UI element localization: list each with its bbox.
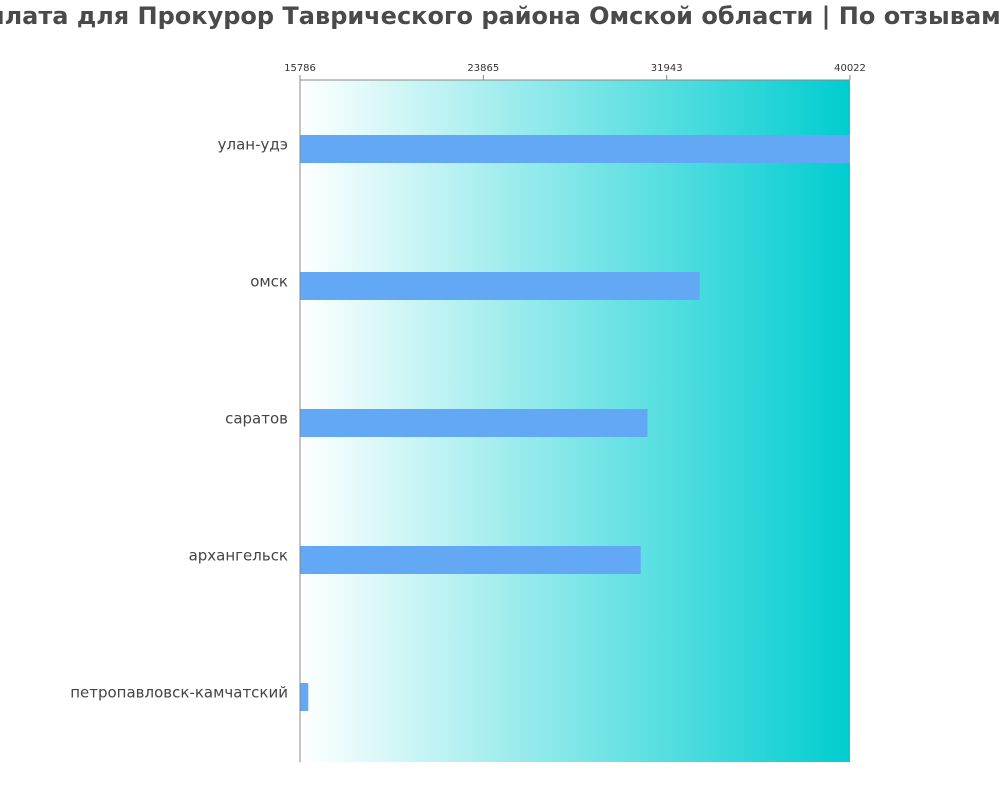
chart-title-text: плата для Прокурор Таврического района О… bbox=[0, 2, 1000, 30]
bar-2 bbox=[300, 409, 648, 437]
bars bbox=[300, 135, 850, 711]
bar-3 bbox=[300, 546, 641, 574]
category-labels: улан-удэ омск саратов архангельск петропавло… bbox=[70, 136, 288, 702]
category-label-0: улан-удэ bbox=[218, 136, 288, 154]
x-tick-label-2: 31943 bbox=[651, 63, 683, 74]
bar-4 bbox=[300, 683, 309, 711]
category-label-4: петропавловск-камчатский bbox=[70, 684, 288, 702]
x-tick-label-0: 15786 bbox=[284, 63, 316, 74]
x-tick-label-3: 40022 bbox=[834, 63, 866, 74]
x-axis-ticks: 15786 23865 31943 40022 bbox=[284, 63, 866, 80]
category-label-2: саратов bbox=[225, 410, 288, 428]
bar-0 bbox=[300, 135, 850, 163]
chart-title: плата для Прокурор Таврического района О… bbox=[0, 0, 1000, 34]
bar-1 bbox=[300, 272, 700, 300]
category-label-1: омск bbox=[250, 273, 288, 291]
category-label-3: архангельск bbox=[189, 547, 288, 565]
x-tick-label-1: 23865 bbox=[467, 63, 499, 74]
